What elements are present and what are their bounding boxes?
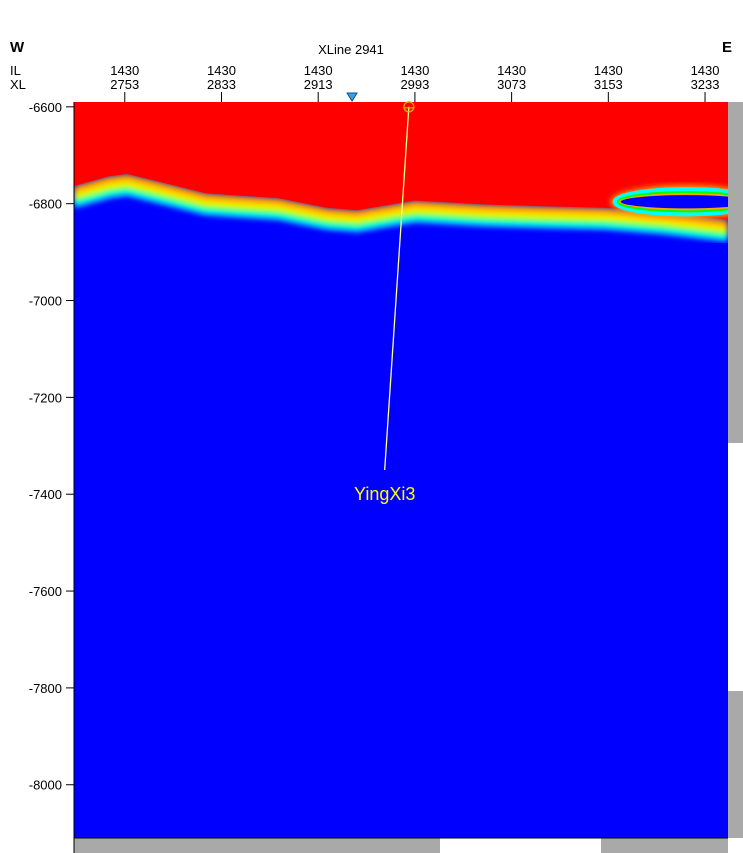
lens-body xyxy=(610,185,728,219)
horizon-band-0 xyxy=(74,186,728,242)
vertical-scrollbar-upper[interactable] xyxy=(728,102,743,443)
x-tick-il-label: 1430 xyxy=(304,63,333,78)
horizon-bands xyxy=(74,173,728,242)
xline-position-marker[interactable] xyxy=(346,92,358,102)
y-tick-label: -7000 xyxy=(29,294,62,309)
x-tick-il-label: 1430 xyxy=(400,63,429,78)
horizon-band-1 xyxy=(74,183,728,237)
x-tick-xl-label: 3233 xyxy=(691,77,720,92)
y-tick-label: -7400 xyxy=(29,487,62,502)
lens-rim xyxy=(612,187,728,217)
y-tick-label: -8000 xyxy=(29,778,62,793)
vertical-scrollbar-track[interactable] xyxy=(728,443,743,691)
horizontal-scrollbar-right[interactable] xyxy=(601,838,728,853)
x-tick-xl-label: 3153 xyxy=(594,77,623,92)
plot-area xyxy=(74,102,728,838)
vertical-scrollbar-lower[interactable] xyxy=(728,691,743,838)
x-tick-il-label: 1430 xyxy=(691,63,720,78)
y-tick-label: -7800 xyxy=(29,681,62,696)
horizon-band-2 xyxy=(74,179,728,232)
lens-inner-rim xyxy=(616,191,728,213)
section-title: XLine 2941 xyxy=(318,42,384,57)
well-head-marker[interactable] xyxy=(403,101,415,113)
y-tick-label: -6800 xyxy=(29,197,62,212)
x-tick-il-label: 1430 xyxy=(594,63,623,78)
upper-zone xyxy=(74,102,728,220)
horizon-band-3 xyxy=(74,173,728,228)
x-tick-xl-label: 3073 xyxy=(497,77,526,92)
y-tick-label: -7200 xyxy=(29,390,62,405)
well-trajectory[interactable] xyxy=(384,106,410,471)
west-direction-label: W xyxy=(10,39,25,56)
y-axis-ticks: -6600 -6800 -7000 -7200 -7400 -7600 -7800 -8000 xyxy=(29,100,74,793)
horizontal-scrollbar-track[interactable] xyxy=(440,838,601,853)
east-direction-label: E xyxy=(722,39,732,56)
lens-core xyxy=(620,195,728,209)
horizontal-scrollbar-left[interactable] xyxy=(74,838,440,853)
il-row-label: IL xyxy=(10,63,21,78)
x-tick-xl-label: 2753 xyxy=(110,77,139,92)
y-tick-label: -6600 xyxy=(29,100,62,115)
xl-row-label: XL xyxy=(10,77,26,92)
x-tick-il-label: 1430 xyxy=(207,63,236,78)
x-tick-xl-label: 2993 xyxy=(400,77,429,92)
x-axis-ticks: 1430275314302833143029131430299314303073… xyxy=(110,63,719,102)
well-label[interactable]: YingXi3 xyxy=(354,484,415,504)
x-tick-il-label: 1430 xyxy=(497,63,526,78)
x-tick-xl-label: 2913 xyxy=(304,77,333,92)
x-tick-xl-label: 2833 xyxy=(207,77,236,92)
x-tick-il-label: 1430 xyxy=(110,63,139,78)
y-tick-label: -7600 xyxy=(29,584,62,599)
